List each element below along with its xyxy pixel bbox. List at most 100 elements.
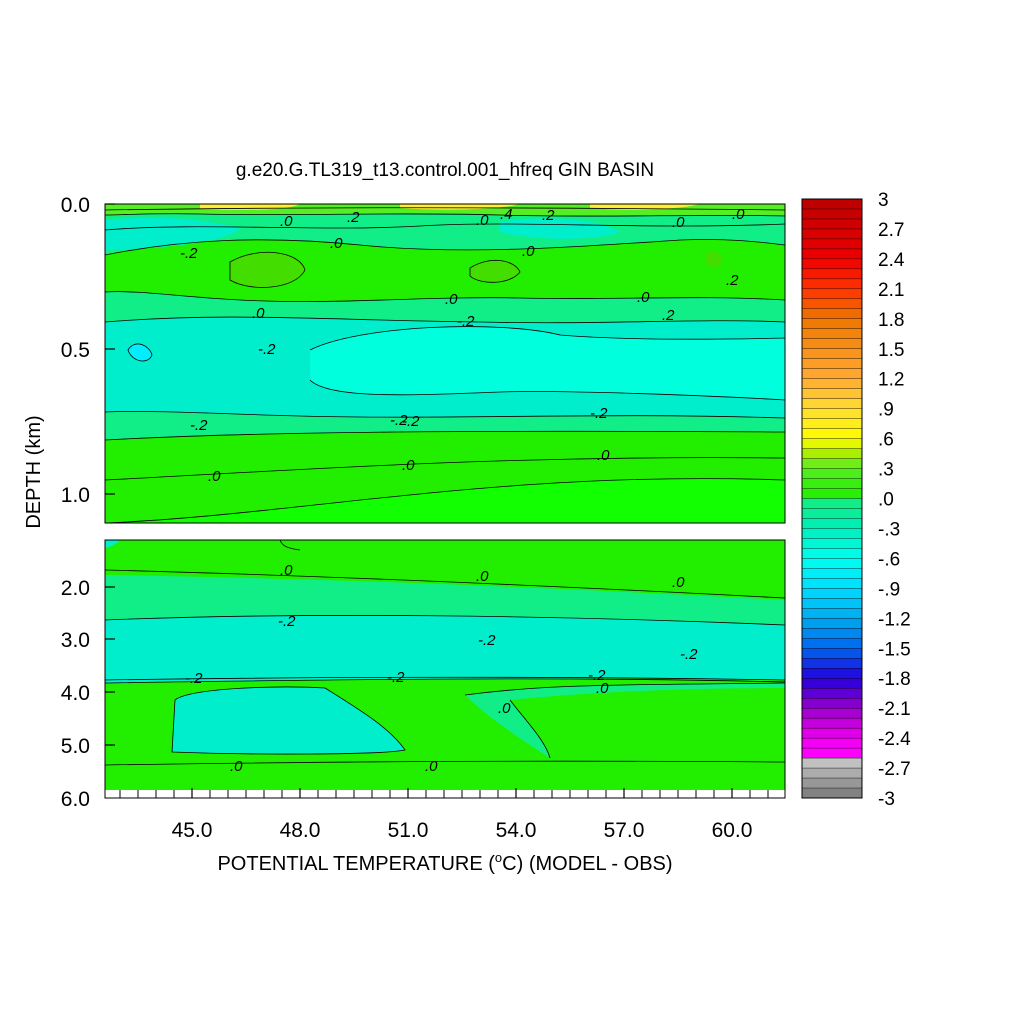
colorbar-band	[801, 548, 863, 559]
contour-label: -.2	[402, 413, 420, 430]
contour-label: .0	[280, 213, 293, 230]
lower-negative-band	[105, 615, 785, 683]
colorbar-band	[801, 638, 863, 649]
x-tick-label: 45.0	[172, 819, 213, 842]
y-tick-label: 1.0	[61, 484, 90, 507]
x-tick-label: 48.0	[280, 819, 321, 842]
colorbar-band	[801, 418, 863, 430]
colorbar-label: -1.8	[878, 669, 911, 690]
colorbar-band	[801, 448, 863, 460]
contour-label: -.2	[590, 405, 608, 422]
colorbar-label: -.9	[878, 579, 900, 600]
upper-panel-frame	[104, 203, 786, 524]
x-axis-title: POTENTIAL TEMPERATURE (oC) (MODEL - OBS)	[217, 850, 672, 875]
colorbar-label: 2.1	[878, 280, 904, 301]
colorbar-label: .9	[878, 400, 894, 421]
colorbar-label: .0	[878, 490, 894, 511]
colorbar-band	[801, 687, 863, 699]
contour-label: .0	[230, 758, 243, 775]
colorbar-band	[801, 658, 863, 669]
colorbar-band	[801, 328, 863, 340]
colorbar-band	[801, 228, 863, 240]
colorbar-band	[801, 777, 863, 789]
colorbar-band	[801, 717, 863, 729]
colorbar-band	[801, 428, 863, 440]
colorbar-label: -2.1	[878, 699, 911, 720]
contour-label: .0	[425, 758, 438, 775]
colorbar-label: -.6	[878, 549, 900, 570]
colorbar-band	[801, 318, 863, 330]
colorbar-band	[801, 308, 863, 320]
upper-cyan-lens	[500, 218, 620, 239]
contour-label: .0	[596, 680, 609, 697]
colorbar-label: -2.7	[878, 759, 911, 780]
colorbar-label: -1.2	[878, 609, 911, 630]
contour-label: -.2	[387, 669, 405, 686]
contour-label: -.2	[180, 245, 198, 262]
colorbar-band	[801, 518, 863, 529]
upper-green-core	[230, 252, 305, 288]
contour-labels: .0 .2 .0 .4 .2 .0 .0 .2 -.2 .0 .0 .2 .0 …	[180, 206, 745, 775]
colorbar-band	[801, 258, 863, 270]
colorbar-band	[801, 528, 863, 539]
colorbar	[801, 198, 863, 799]
colorbar-band	[801, 648, 863, 659]
contour-label: .2	[542, 207, 555, 224]
colorbar-label: 1.5	[878, 340, 904, 361]
colorbar-band	[801, 198, 863, 210]
y-axis-title: DEPTH (km)	[23, 415, 45, 528]
colorbar-band	[801, 558, 863, 569]
upper-bright-green-band	[105, 478, 785, 523]
colorbar-band	[801, 388, 863, 400]
upper-cyan-pool	[310, 326, 785, 400]
colorbar-label: 1.8	[878, 310, 904, 331]
contour-label: -.2	[457, 313, 475, 330]
contour-label: .0	[597, 447, 610, 464]
contour-label: .0	[476, 212, 489, 229]
contour-label: .0	[476, 568, 489, 585]
colorbar-band	[801, 498, 863, 509]
colorbar-band	[801, 408, 863, 420]
colorbar-band	[801, 478, 863, 490]
colorbar-band	[801, 707, 863, 719]
colorbar-band	[801, 398, 863, 410]
contour-label: .0	[208, 468, 221, 485]
contour-label: -.2	[588, 667, 606, 684]
contour-label: .2	[662, 307, 675, 324]
colorbar-band	[801, 358, 863, 370]
colorbar-band	[801, 668, 863, 679]
colorbar-band	[801, 368, 863, 380]
colorbar-label: -1.5	[878, 639, 911, 660]
colorbar-band	[801, 747, 863, 759]
y-tick-label: 0.5	[61, 339, 90, 362]
x-tick-label: 57.0	[604, 819, 645, 842]
lower-missing-data-strip	[105, 790, 785, 798]
upper-small-pool	[128, 343, 152, 362]
y-tick-label: 2.0	[61, 577, 90, 600]
colorbar-band	[801, 628, 863, 639]
colorbar-labels: 3 2.7 2.4 2.1 1.8 1.5 1.2 .9 .6 .3 .0 -.3 -.6 -.9 -1.2…	[878, 190, 911, 810]
lower-slight-negative-band	[105, 575, 785, 625]
colorbar-band	[801, 588, 863, 599]
colorbar-band	[801, 268, 863, 280]
contour-label: -.2	[278, 613, 296, 630]
colorbar-band	[801, 678, 863, 689]
lower-deep-pool	[172, 686, 405, 755]
colorbar-band	[801, 598, 863, 609]
contour-label: .0	[402, 457, 415, 474]
y-tick-label: 3.0	[61, 629, 90, 652]
colorbar-band	[801, 618, 863, 629]
y-tick-label: 5.0	[61, 735, 90, 758]
y-tick-labels: 0.0 0.5 1.0 2.0 3.0 4.0 5.0 6.0	[61, 194, 90, 811]
chart-title: g.e20.G.TL319_t13.control.001_hfreq GIN …	[236, 160, 654, 181]
x-major-tick-marks	[191, 788, 733, 798]
colorbar-band	[801, 727, 863, 739]
colorbar-band	[801, 697, 863, 709]
contour-label: .0	[445, 291, 458, 308]
colorbar-label: 2.7	[878, 220, 904, 241]
contour-label: .0	[522, 243, 535, 260]
colorbar-band	[801, 238, 863, 250]
contour-label: .0	[637, 289, 650, 306]
colorbar-band	[801, 508, 863, 519]
